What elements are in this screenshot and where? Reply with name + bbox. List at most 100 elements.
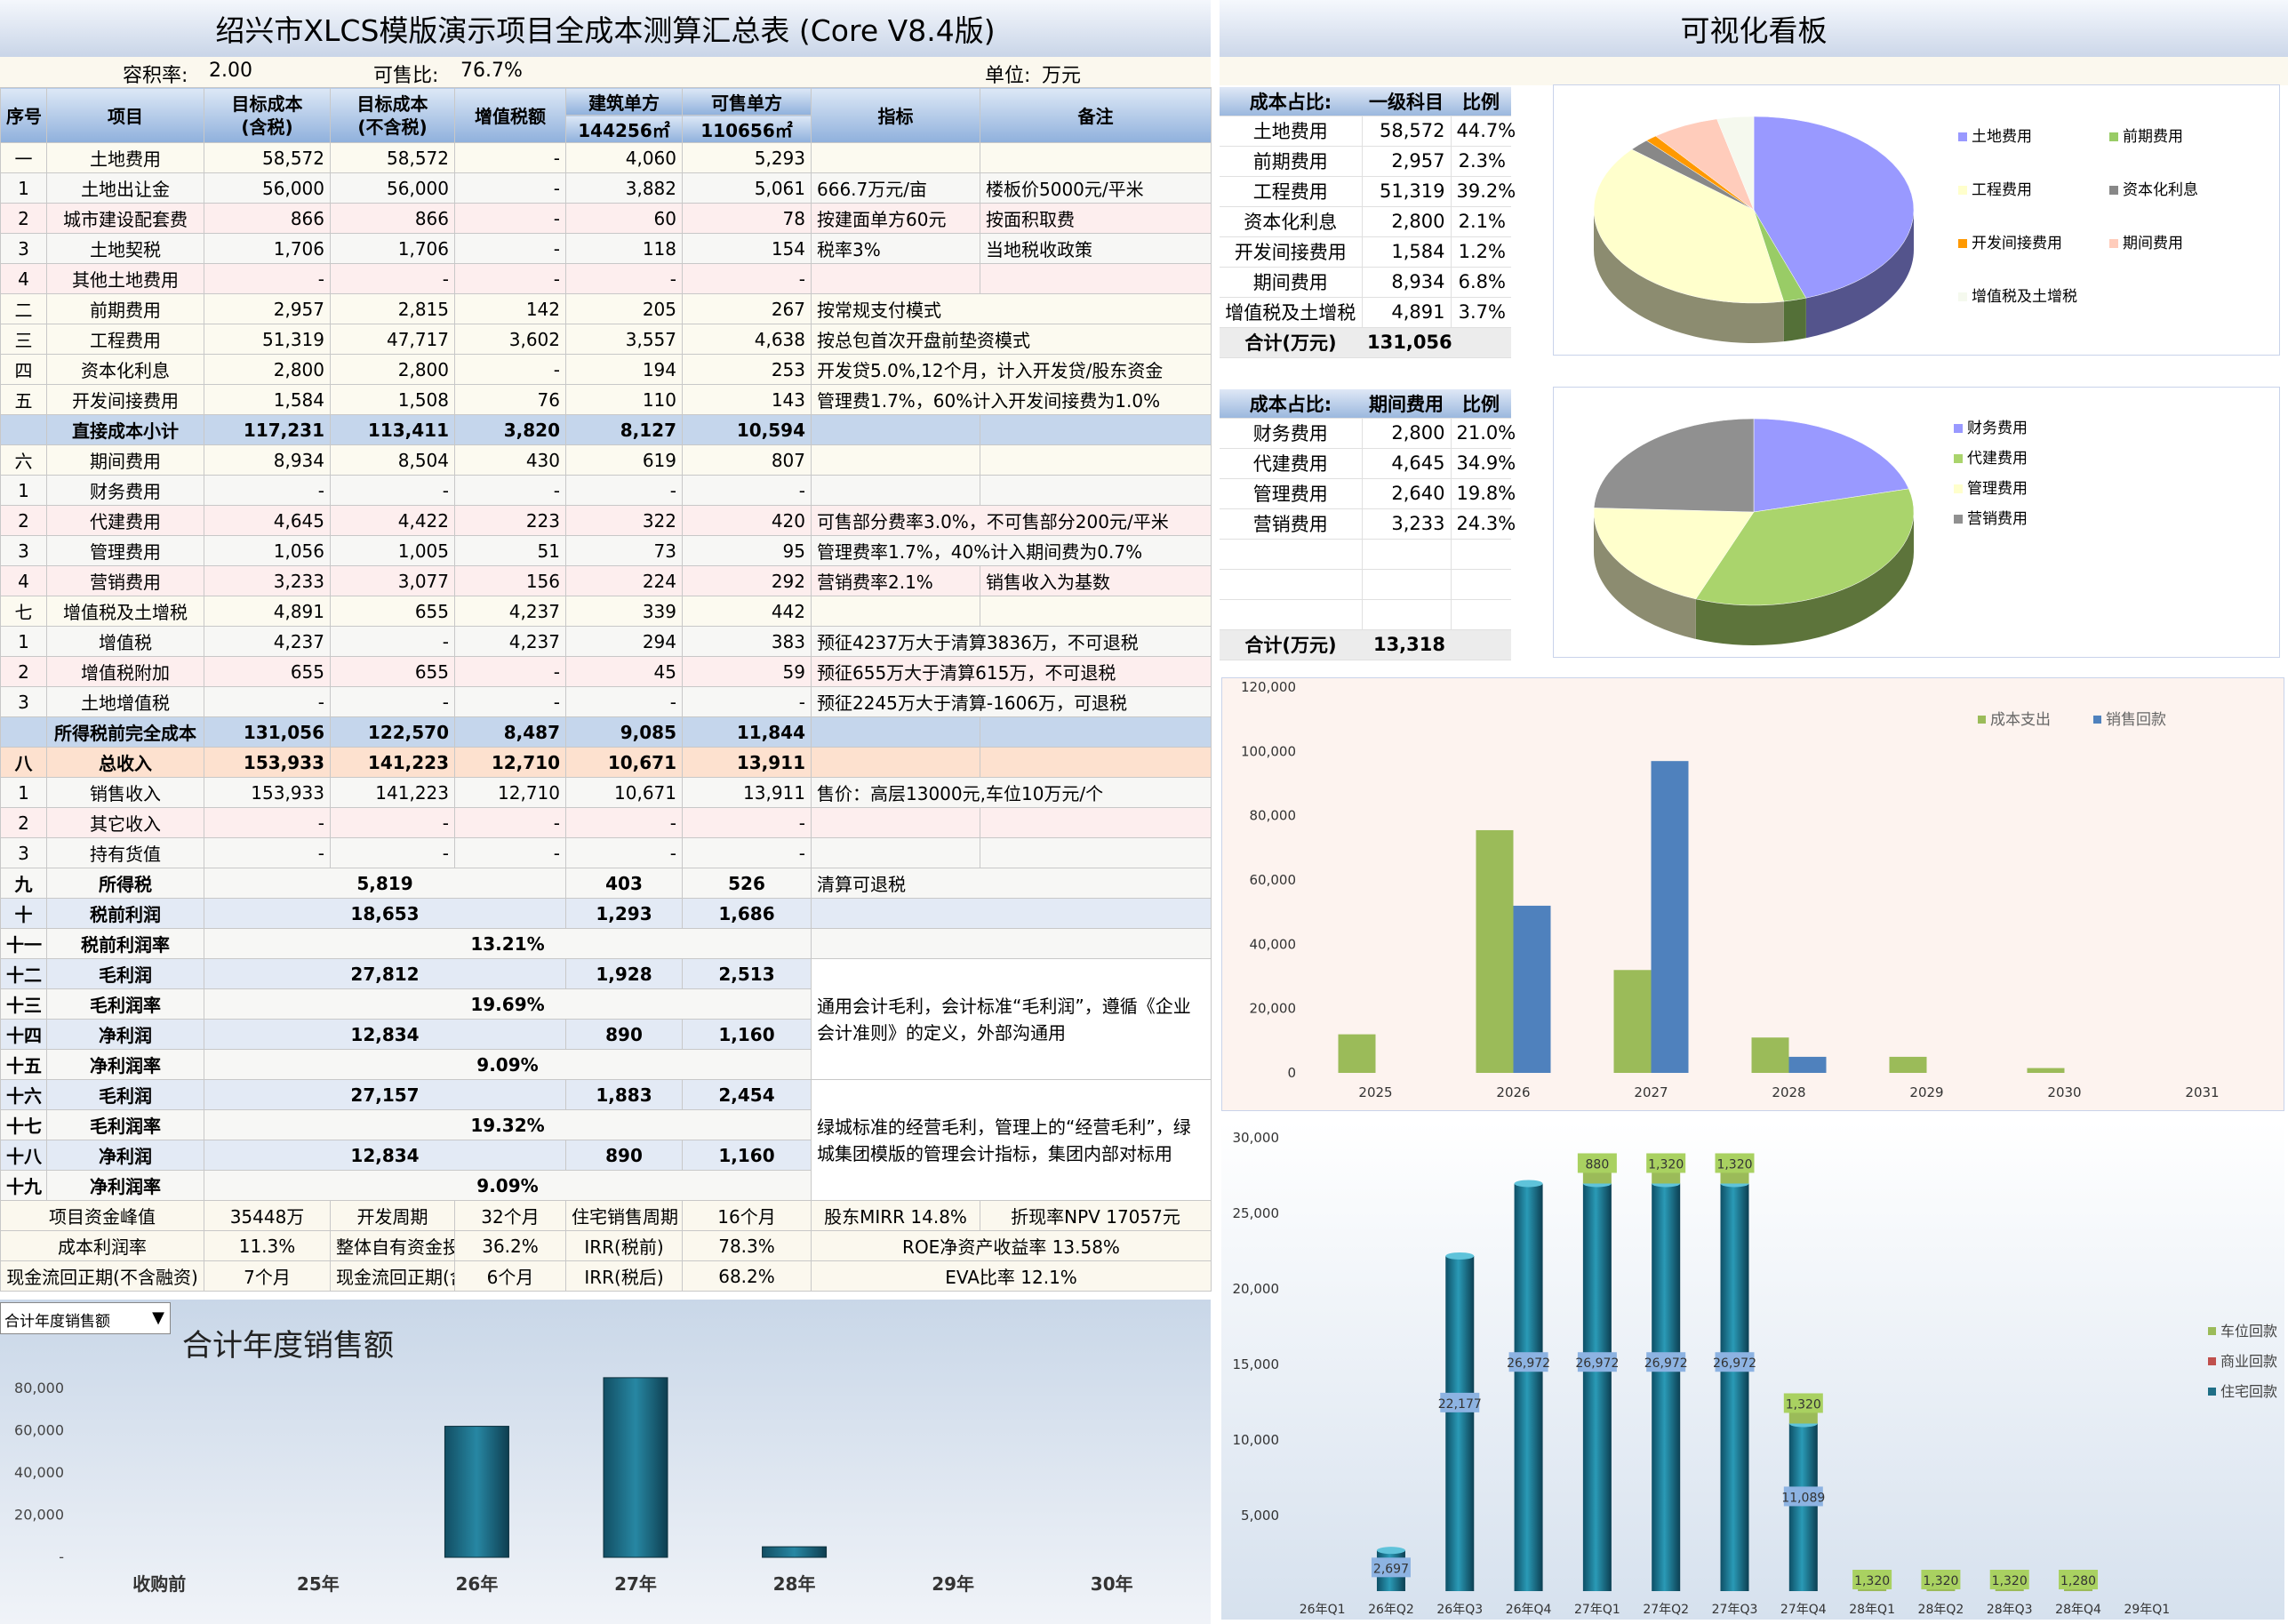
row-item: 所得税前完全成本 <box>46 716 204 748</box>
row-note <box>980 716 1212 748</box>
row-vat: 4,237 <box>454 626 566 657</box>
legend-swatch <box>2109 186 2118 195</box>
row-seq: 1 <box>0 777 47 808</box>
row-vat: 8,487 <box>454 716 566 748</box>
residential-bar-top <box>1376 1547 1405 1555</box>
rt-cell: 2,957 <box>1362 146 1452 177</box>
legend-label: 商业回款 <box>2220 1353 2277 1370</box>
profit-item: 税前利润 <box>46 898 204 929</box>
row-build-unit: - <box>565 837 683 868</box>
hdr-note: 备注 <box>980 87 1212 143</box>
rt-cell <box>1362 539 1452 570</box>
rt-header-cell: 期间费用 <box>1362 389 1451 419</box>
row-seq: 一 <box>0 142 47 173</box>
rt-cell: 58,572 <box>1362 116 1452 147</box>
row-item: 销售收入 <box>46 777 204 808</box>
row-cost-tax: 1,706 <box>204 233 331 264</box>
row-sale-unit: 4,638 <box>682 324 812 355</box>
row-seq: 2 <box>0 656 47 687</box>
rt-cell: 21.0% <box>1451 418 1516 449</box>
kpi-value: 16个月 <box>682 1200 812 1231</box>
row-vat: - <box>454 142 566 173</box>
y-tick-label: - <box>59 1548 64 1565</box>
dropdown-arrow-icon[interactable]: ▼ <box>152 1308 164 1327</box>
rt-total: 合计(万元) 131,056 <box>1220 327 1511 358</box>
row-item: 土地契税 <box>46 233 204 264</box>
row-cost-tax: 8,934 <box>204 444 331 476</box>
kpi-item: EVA比率 12.1% <box>811 1260 1212 1292</box>
row-cost-notax: 866 <box>330 203 455 234</box>
rt-cell: 营销费用 <box>1220 508 1363 540</box>
chart-selector-dropdown[interactable]: 合计年度销售额 ▼ <box>0 1302 171 1334</box>
row-cost-tax: 866 <box>204 203 331 234</box>
kpi-label: 项目资金峰值 <box>0 1200 204 1231</box>
cost-row: 3 土地契税 1,706 1,706-118 154 税率3% 当地税收政策 <box>0 233 1212 264</box>
cost-row: 一土地费用 58,572 58,572-4,060 5,293 <box>0 142 1212 173</box>
parking-data-label: 1,320 <box>1786 1397 1821 1412</box>
cost-row: 2 代建费用 4,645 4,422 223 322 420 可售部分费率3.0%，不可售部分… <box>0 505 1212 536</box>
rt-cell: 6.8% <box>1451 267 1511 298</box>
row-indicator <box>811 475 980 506</box>
row-sale-unit: - <box>682 837 812 868</box>
cost-row: 1 增值税 4,237-4,237 294 383 预征4237万大于清算3836万，不可… <box>0 626 1212 657</box>
kpi-row: 项目资金峰值 35448万 开发周期 32个月 住宅销售周期 16个月 股东MIRR 14.… <box>0 1200 1212 1231</box>
row-vat: - <box>454 233 566 264</box>
row-seq: 八 <box>0 747 47 778</box>
row-item: 直接成本小计 <box>46 414 204 445</box>
row-note <box>980 263 1212 294</box>
row-sale-unit: 78 <box>682 203 812 234</box>
row-indicator <box>811 263 980 294</box>
hdr-build-area: 144256㎡ <box>565 115 683 143</box>
row-cost-tax: - <box>204 807 331 838</box>
annual-cashflow-panel: 0 20,000 40,000 60,000 80,000 100,000 120,000 2… <box>1221 677 2284 1111</box>
row-vat: 430 <box>454 444 566 476</box>
pie-legend-label: 代建费用 <box>1967 450 2028 468</box>
row-indicator: 售价：高层13000元,车位10万元/个 <box>811 777 1212 808</box>
row-indicator <box>811 807 980 838</box>
row-cost-notax: - <box>330 475 455 506</box>
row-item: 土地出让金 <box>46 172 204 204</box>
pie-legend-label: 工程费用 <box>1972 181 2032 199</box>
row-indicator <box>811 142 980 173</box>
profit-item: 净利润 <box>46 1019 204 1050</box>
row-cost-tax: 56,000 <box>204 172 331 204</box>
quarterly-collection-panel: 5,000 10,000 15,000 20,000 25,000 30,000 26年Q1… <box>1221 1122 2284 1620</box>
row-vat: 12,710 <box>454 777 566 808</box>
y-tick-label: 5,000 <box>1241 1508 1279 1524</box>
legend-label: 车位回款 <box>2220 1323 2277 1340</box>
x-tick-label: 2025 <box>1358 1084 1392 1100</box>
rt-row: 期间费用 8,934 6.8% <box>1220 267 1511 298</box>
row-build-unit: 10,671 <box>565 777 683 808</box>
row-cost-tax: 153,933 <box>204 747 331 778</box>
unit-label: 单位: <box>985 65 1031 87</box>
y-tick-label: 40,000 <box>14 1464 64 1481</box>
row-cost-tax: 4,891 <box>204 596 331 627</box>
profit-note-blank <box>811 928 1212 959</box>
profit-note: 清算可退税 <box>811 868 1212 899</box>
parking-label-bg <box>1577 1153 1617 1173</box>
row-sale-unit: - <box>682 807 812 838</box>
pie-slice-side <box>1783 298 1806 342</box>
row-cost-notax: 655 <box>330 656 455 687</box>
row-vat: 142 <box>454 293 566 324</box>
rt-cell: 3,233 <box>1362 508 1452 540</box>
parking-data-label: 1,320 <box>1992 1574 2028 1588</box>
hdr-sale-unit: 可售单方 <box>682 87 812 116</box>
cashflow-bar <box>1889 1056 1927 1073</box>
dropdown-value: 合计年度销售额 <box>4 1313 110 1331</box>
kpi-label: IRR(税后) <box>565 1260 683 1292</box>
x-tick-label: 30年 <box>1091 1573 1133 1595</box>
row-note <box>980 444 1212 476</box>
x-tick-label: 28年Q2 <box>1918 1603 1964 1617</box>
rt-header: 成本占比: 一级科目 比例 <box>1220 87 1511 116</box>
row-sale-unit: 442 <box>682 596 812 627</box>
row-sale-unit: 59 <box>682 656 812 687</box>
profit-row: 十税前利润 18,653 1,293 1,686 <box>0 898 1212 929</box>
row-item: 代建费用 <box>46 505 204 536</box>
cost-row: 3 持有货值 - - - - - <box>0 837 1212 868</box>
row-seq: 3 <box>0 535 47 566</box>
row-build-unit: 619 <box>565 444 683 476</box>
row-seq: 三 <box>0 324 47 355</box>
rt-cell <box>1220 569 1363 600</box>
